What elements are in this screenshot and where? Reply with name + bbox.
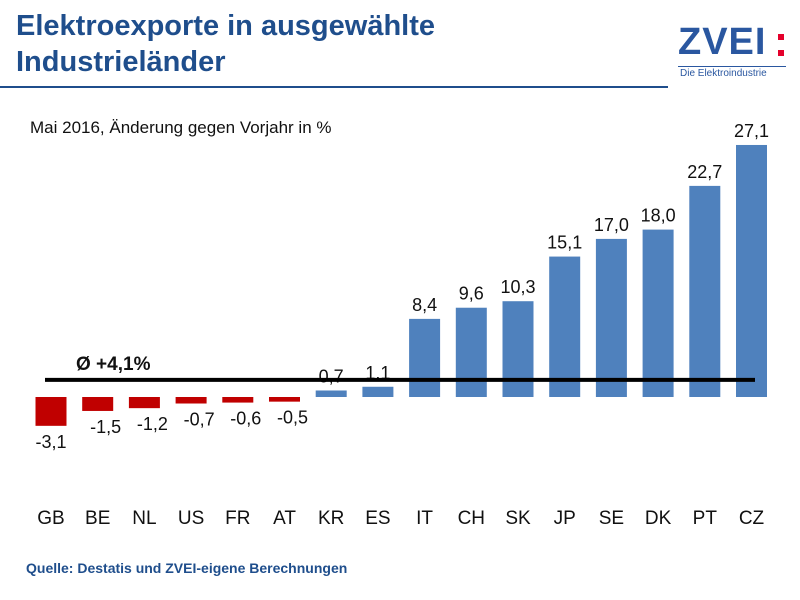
- x-tick-label-nl: NL: [132, 508, 156, 529]
- x-tick-label-pt: PT: [693, 508, 718, 529]
- bar-us: [175, 397, 207, 404]
- x-tick-label-sk: SK: [505, 508, 531, 529]
- bar-es: [362, 386, 394, 397]
- logo-tagline: Die Elektroindustrie: [680, 68, 767, 79]
- bar-dk: [642, 229, 674, 397]
- average-label: Ø +4,1%: [76, 354, 151, 375]
- x-tick-label-fr: FR: [225, 508, 250, 529]
- data-label-at: -0,5: [277, 408, 308, 428]
- x-tick-label-kr: KR: [318, 508, 344, 529]
- data-label-pt: 22,7: [687, 162, 722, 182]
- logo-divider: [678, 66, 786, 67]
- data-label-se: 17,0: [594, 215, 629, 235]
- bar-jp: [549, 256, 581, 397]
- bar-at: [269, 397, 300, 402]
- source-note: Quelle: Destatis und ZVEI-eigene Berechn…: [26, 560, 348, 576]
- bar-fr: [222, 397, 254, 403]
- x-tick-label-dk: DK: [645, 508, 672, 529]
- bar-kr: [315, 390, 347, 397]
- bar-be: [82, 397, 114, 411]
- data-label-dk: 18,0: [641, 206, 676, 226]
- x-tick-label-be: BE: [85, 508, 110, 529]
- x-tick-label-gb: GB: [37, 508, 64, 529]
- x-tick-label-it: IT: [416, 508, 433, 529]
- data-label-fr: -0,6: [230, 409, 261, 429]
- x-tick-label-se: SE: [599, 508, 624, 529]
- data-label-gb: -3,1: [35, 432, 66, 452]
- bar-pt: [689, 185, 721, 397]
- x-tick-label-cz: CZ: [739, 508, 765, 529]
- bar-cz: [736, 144, 767, 397]
- page-title: Elektroexporte in ausgewählte Industriel…: [16, 8, 435, 80]
- bar-sk: [502, 301, 534, 397]
- data-label-es: 1,1: [365, 363, 390, 383]
- bar-ch: [455, 307, 487, 397]
- x-tick-label-es: ES: [365, 508, 390, 529]
- x-tick-label-at: AT: [273, 508, 296, 529]
- data-label-jp: 15,1: [547, 233, 582, 253]
- logo-accent-dot-top: [778, 34, 784, 40]
- title-line-1: Elektroexporte in ausgewählte: [16, 10, 436, 42]
- data-label-us: -0,7: [184, 410, 215, 430]
- x-tick-label-ch: CH: [458, 508, 485, 529]
- logo-accent-dot-bottom: [778, 50, 784, 56]
- chart-subtitle: Mai 2016, Änderung gegen Vorjahr in %: [30, 118, 332, 137]
- data-label-be: -1,5: [90, 417, 121, 437]
- bar-nl: [128, 397, 160, 409]
- data-label-kr: 0,7: [319, 366, 344, 386]
- data-label-nl: -1,2: [137, 414, 168, 434]
- data-label-sk: 10,3: [500, 277, 535, 297]
- data-label-it: 8,4: [412, 295, 437, 315]
- title-line-2: Industrieländer: [16, 46, 226, 78]
- bar-it: [409, 318, 441, 397]
- zvei-logo: ZVEI Die Elektroindustrie: [678, 20, 788, 79]
- bar-se: [595, 238, 627, 397]
- title-divider: [0, 86, 668, 88]
- data-label-cz: 27,1: [734, 121, 769, 141]
- x-tick-label-us: US: [178, 508, 204, 529]
- logo-wordmark: ZVEI: [678, 21, 767, 63]
- x-tick-label-jp: JP: [554, 508, 576, 529]
- bar-gb: [35, 397, 67, 426]
- data-label-ch: 9,6: [459, 284, 484, 304]
